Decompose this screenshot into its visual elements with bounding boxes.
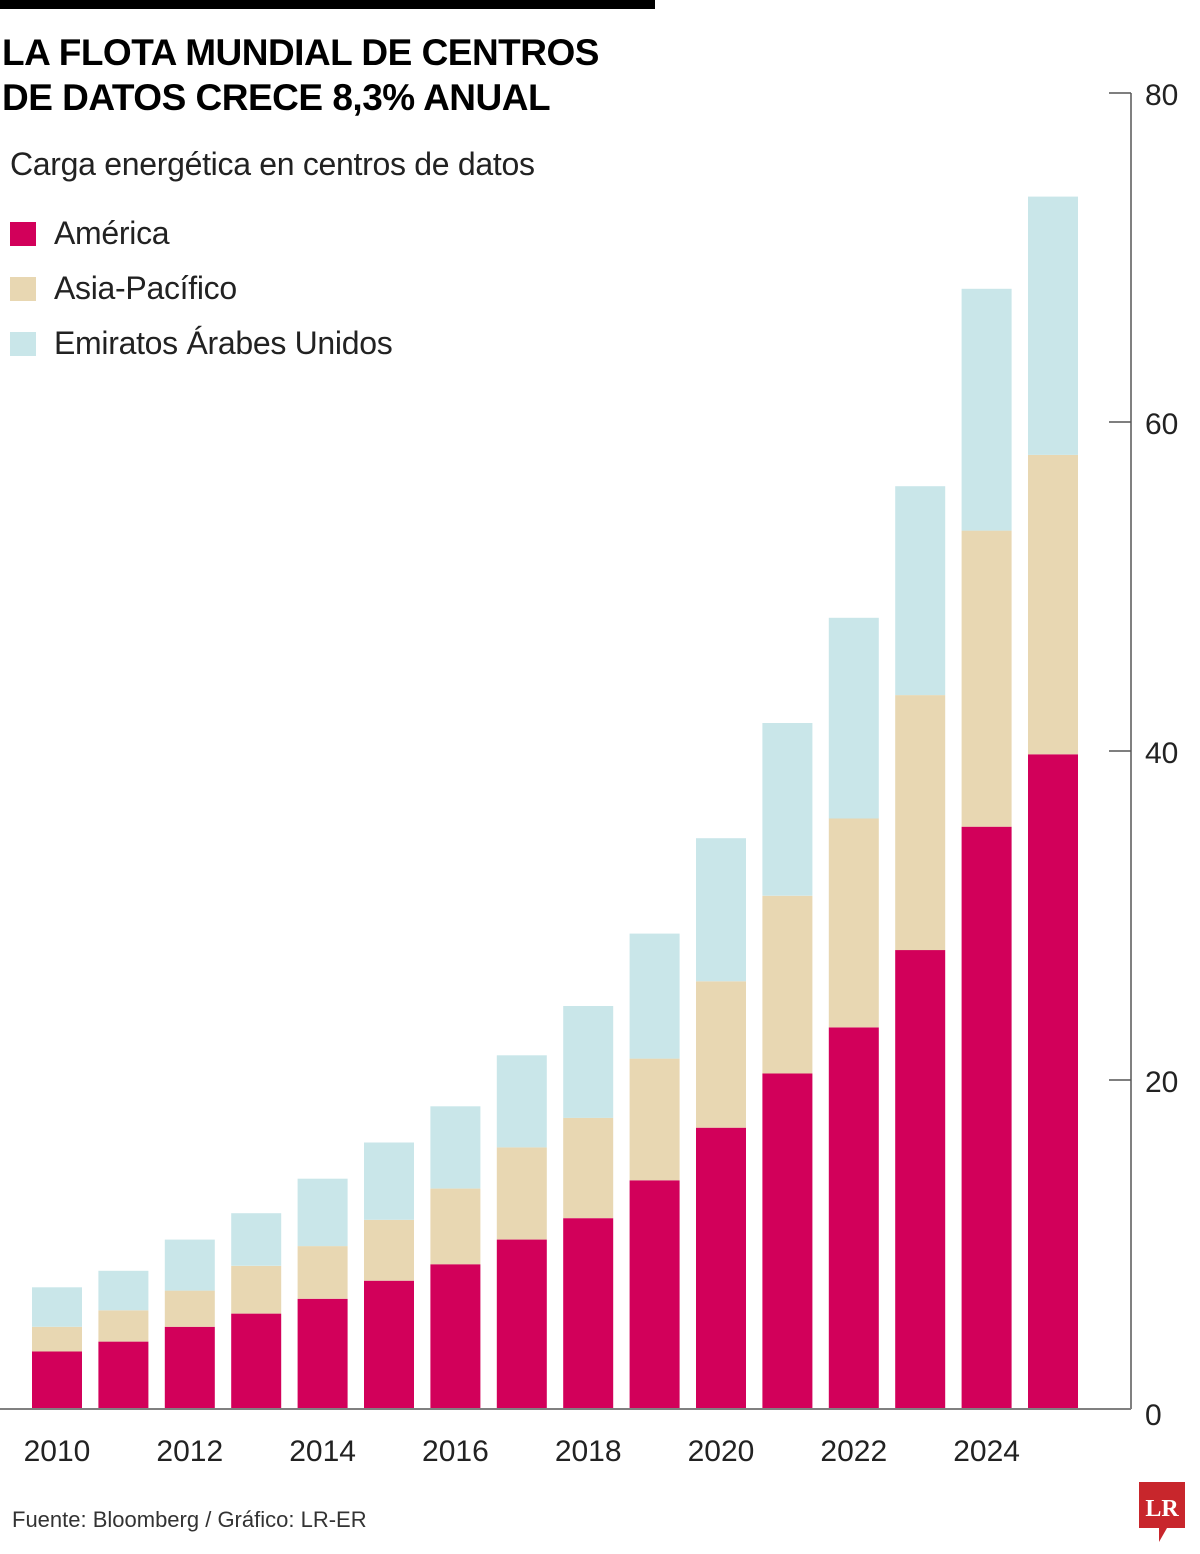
bar-america-2017	[496, 1239, 547, 1409]
legend-label-emiratos: Emiratos Árabes Unidos	[54, 325, 393, 361]
bar-america-2015	[364, 1280, 414, 1409]
bar-asia-pacifico-2022	[828, 818, 879, 1028]
stacked-bar-chart: 0 20 40 60 80 2010 2012 2014 2016 2018 2020 2022 202…	[0, 79, 1178, 1468]
bar-asia-pacifico-2020	[696, 981, 746, 1128]
legend-item-asia-pacifico: Asia-Pacífico	[10, 261, 392, 316]
bar-emiratos-arabes-unidos-2020	[696, 838, 746, 982]
lr-logo-icon: LR	[1139, 1482, 1185, 1542]
bar-america-2011	[98, 1341, 149, 1409]
bar-emiratos-arabes-unidos-2019	[629, 933, 680, 1059]
bar-asia-pacifico-2014	[297, 1246, 348, 1299]
y-tick-label-80: 80	[1145, 79, 1178, 112]
bar-asia-pacifico-2023	[895, 695, 946, 951]
bar-emiratos-arabes-unidos-2025	[1028, 196, 1078, 455]
bar-asia-pacifico-2018	[563, 1117, 614, 1219]
x-tick-label-2018: 2018	[555, 1435, 622, 1468]
bar-america-2013	[231, 1313, 282, 1409]
top-rule	[0, 0, 655, 9]
bar-emiratos-arabes-unidos-2024	[961, 288, 1012, 531]
chart-title: LA FLOTA MUNDIAL DE CENTROS DE DATOS CRE…	[2, 30, 662, 120]
x-tick-label-2016: 2016	[422, 1435, 489, 1468]
bar-asia-pacifico-2016	[430, 1188, 481, 1265]
bar-asia-pacifico-2011	[98, 1310, 149, 1342]
y-tick-label-20: 20	[1145, 1066, 1178, 1099]
bar-america-2018	[563, 1218, 614, 1409]
title-line-1: LA FLOTA MUNDIAL DE CENTROS	[2, 32, 599, 73]
y-tick-label-60: 60	[1145, 408, 1178, 441]
title-line-2: DE DATOS CRECE 8,3% ANUAL	[2, 77, 551, 118]
x-tick-label-2010: 2010	[24, 1435, 91, 1468]
bar-emiratos-arabes-unidos-2012	[164, 1239, 215, 1291]
bar-america-2024	[961, 826, 1012, 1409]
bar-asia-pacifico-2013	[231, 1265, 282, 1314]
legend-item-america: América	[10, 206, 392, 261]
bar-emiratos-arabes-unidos-2021	[762, 723, 813, 896]
y-tick-label-0: 0	[1145, 1399, 1162, 1432]
source-note: Fuente: Bloomberg / Gráfico: LR-ER	[12, 1507, 367, 1532]
bar-america-2010	[32, 1351, 82, 1409]
legend-swatch-asia-pacifico	[10, 276, 36, 301]
bar-asia-pacifico-2015	[364, 1219, 414, 1281]
bar-emiratos-arabes-unidos-2017	[496, 1055, 547, 1148]
bar-asia-pacifico-2019	[629, 1058, 680, 1181]
bar-asia-pacifico-2010	[32, 1326, 82, 1352]
bar-america-2020	[696, 1127, 746, 1409]
bar-emiratos-arabes-unidos-2016	[430, 1106, 481, 1189]
bar-asia-pacifico-2025	[1028, 454, 1078, 755]
svg-text:LR: LR	[1145, 1496, 1179, 1522]
legend-swatch-america	[10, 221, 36, 246]
bar-asia-pacifico-2021	[762, 895, 813, 1074]
bar-emiratos-arabes-unidos-2015	[364, 1142, 414, 1220]
legend: América Asia-Pacífico Emiratos Árabes Un…	[10, 206, 393, 371]
x-tick-label-2012: 2012	[156, 1435, 223, 1468]
x-tick-label-2022: 2022	[820, 1435, 887, 1468]
bar-emiratos-arabes-unidos-2014	[297, 1178, 348, 1247]
bar-emiratos-arabes-unidos-2011	[98, 1270, 149, 1311]
x-tick-label-2020: 2020	[688, 1435, 755, 1468]
legend-label-asia-pacifico: Asia-Pacífico	[54, 270, 237, 306]
bar-emiratos-arabes-unidos-2010	[32, 1287, 82, 1327]
bar-asia-pacifico-2012	[164, 1290, 215, 1327]
bar-emiratos-arabes-unidos-2018	[563, 1006, 614, 1118]
chart-subtitle: Carga energética en centros de datos	[10, 146, 535, 182]
bar-america-2019	[629, 1180, 680, 1409]
bar-emiratos-arabes-unidos-2023	[895, 486, 946, 696]
x-tick-label-2024: 2024	[953, 1435, 1020, 1468]
bar-emiratos-arabes-unidos-2013	[231, 1213, 282, 1266]
bar-america-2025	[1028, 754, 1078, 1409]
legend-label-america: América	[54, 215, 170, 251]
y-tick-label-40: 40	[1145, 737, 1178, 770]
legend-swatch-emiratos	[10, 331, 36, 356]
bar-america-2014	[297, 1298, 348, 1409]
bar-asia-pacifico-2024	[961, 530, 1012, 827]
bar-america-2016	[430, 1264, 481, 1409]
bar-america-2012	[164, 1326, 215, 1410]
x-tick-label-2014: 2014	[289, 1435, 356, 1468]
bar-emiratos-arabes-unidos-2022	[828, 617, 879, 819]
bar-asia-pacifico-2017	[496, 1147, 547, 1240]
bars-group	[32, 196, 1078, 1410]
legend-item-emiratos: Emiratos Árabes Unidos	[10, 316, 393, 371]
bar-america-2022	[828, 1027, 879, 1409]
axes-group: 0 20 40 60 80 2010 2012 2014 2016 2018 2020 2022 202…	[0, 79, 1178, 1468]
bar-america-2023	[895, 950, 946, 1409]
bar-america-2021	[762, 1073, 813, 1409]
